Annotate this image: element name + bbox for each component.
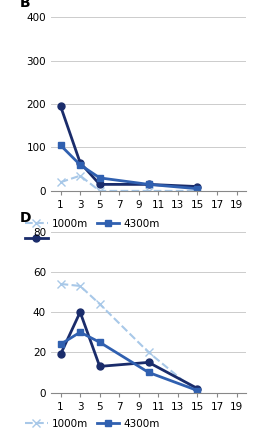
3400m xyxy=(79,160,82,165)
Text: D: D xyxy=(20,211,31,225)
3400m xyxy=(59,352,62,357)
Line: 1000m: 1000m xyxy=(56,280,202,397)
3400m xyxy=(59,104,62,109)
Line: 3400m: 3400m xyxy=(57,308,201,392)
3400m xyxy=(196,184,199,189)
Line: 4300m: 4300m xyxy=(57,329,201,394)
3400m xyxy=(79,310,82,315)
4300m xyxy=(147,370,150,375)
4300m xyxy=(59,341,62,347)
3400m xyxy=(98,182,101,187)
4300m xyxy=(196,186,199,191)
4300m xyxy=(79,162,82,167)
4300m xyxy=(98,175,101,181)
1000m xyxy=(79,284,82,289)
1000m xyxy=(59,180,62,185)
1000m xyxy=(79,173,82,178)
4300m xyxy=(59,143,62,148)
1000m xyxy=(147,350,150,355)
Line: 3400m: 3400m xyxy=(57,103,201,190)
1000m xyxy=(98,188,101,193)
1000m xyxy=(147,188,150,193)
4300m xyxy=(79,329,82,335)
3400m xyxy=(147,182,150,187)
4300m xyxy=(196,388,199,393)
1000m xyxy=(196,390,199,395)
3400m xyxy=(98,364,101,369)
Text: B: B xyxy=(20,0,30,10)
Line: 4300m: 4300m xyxy=(57,142,201,192)
1000m xyxy=(196,188,199,193)
4300m xyxy=(147,182,150,187)
Legend: 1000m, 3400m, 4300m: 1000m, 3400m, 4300m xyxy=(25,419,160,429)
4300m xyxy=(98,340,101,345)
Legend: 1000m, 3400m, 4300m: 1000m, 3400m, 4300m xyxy=(25,219,160,244)
Line: 1000m: 1000m xyxy=(56,172,202,195)
3400m xyxy=(147,360,150,365)
1000m xyxy=(98,302,101,307)
1000m xyxy=(59,281,62,287)
3400m xyxy=(196,386,199,391)
